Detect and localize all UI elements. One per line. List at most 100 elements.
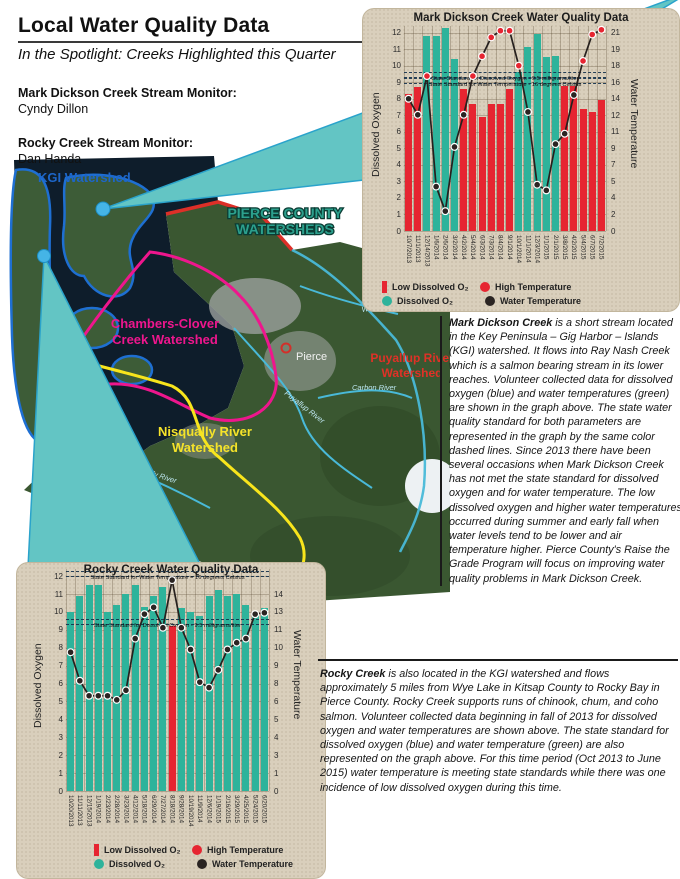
label-nisqually-2: Watershed [172,440,238,455]
right-axis-tick: 4 [611,193,616,203]
right-axis-tick: 3 [274,750,279,760]
legend-label: Low Dissolved O₂ [104,845,181,855]
chart-legend: Low Dissolved O₂ High Temperature Dissol… [382,280,581,308]
left-axis-tick: 8 [396,94,401,104]
x-axis-label: 4/25/2015 [242,795,250,824]
x-axis-label: 7/27/2014 [159,795,167,824]
page-subtitle: In the Spotlight: Creeks Highlighted thi… [18,46,336,63]
temp-point [579,56,588,65]
mount-rainier [405,459,450,513]
left-axis-tick: 1 [58,768,63,778]
do-bar [588,111,596,231]
left-axis-tick: 7 [58,661,63,671]
x-axis-label: 6/20/2015 [260,795,268,824]
x-axis-label: 10/19/2014 [186,795,194,827]
do-bar [432,35,440,231]
x-axis-label: 2/28/2014 [113,795,121,824]
legend-label: High Temperature [207,845,284,855]
right-axis-tick: 7 [611,160,616,170]
label-puyallup-ws-1: Puyallup River [370,351,450,365]
pierce-city-marker [280,342,292,354]
kgi-island [58,382,94,410]
gridline [66,719,269,721]
legend-label: High Temperature [495,282,572,292]
x-axis-label: 12/3/2014 [533,235,541,264]
do-bar [104,611,112,791]
monitor-name: Dan Handa [18,151,82,166]
x-axis-label: 5/4/2015 [579,235,587,260]
left-axis-tick: 5 [396,143,401,153]
left-axis-tick: 7 [396,110,401,120]
right-axis-tick: 18 [611,61,620,71]
do-bar [405,93,413,231]
do-bar [460,88,468,231]
right-axis-tick: 11 [611,127,620,137]
left-axis-tick: 12 [54,571,63,581]
chart-legend: Low Dissolved O₂ High Temperature Dissol… [94,843,293,871]
do-bar [94,585,102,791]
left-axis-tick: 2 [58,750,63,760]
x-axis-label: 4/2/2014 [459,235,467,260]
do-bar [561,85,569,231]
left-axis-tick: 10 [392,61,401,71]
x-axis-label: 8/18/2014 [168,795,176,824]
monitor-label: Mark Dickson Creek Stream Monitor: [18,86,237,100]
legend-label: Dissolved O₂ [109,859,166,869]
article-rocky: Rocky Creek is also located in the KGI w… [320,667,676,795]
left-axis-tick: 6 [58,679,63,689]
left-axis-tick: 9 [396,77,401,87]
standard-label: State Standard for Dissolved Oxygen - 9.… [93,622,242,629]
do-bar [140,606,148,791]
gridline [66,701,269,703]
right-axis-tick: 0 [611,226,616,236]
x-axis-label: 1/6/2014 [432,235,440,260]
right-axis-tick: 10 [274,643,283,653]
article-body: is a short stream located in the Key Pen… [449,317,680,585]
dissolved-o2-dot-icon [94,859,104,869]
mark-dickson-chart-card: Mark Dickson Creek Water Quality Data Lo… [362,8,680,312]
label-pierce-county-1: PIERCE COUNTY [227,205,343,221]
x-axis-label: 10/1/2014 [515,235,523,264]
right-axis-tick: 0 [274,786,279,796]
monitor-mark-dickson: Mark Dickson Creek Stream Monitor: Cyndy… [18,86,237,117]
right-axis-tick: 12 [611,110,620,120]
do-bar [487,103,495,231]
left-axis-tick: 6 [396,127,401,137]
x-axis-label: 9/1/2014 [505,235,513,260]
x-axis-label: 11/1/2013 [414,235,422,263]
right-axis-tick: 2 [611,209,616,219]
do-bar [85,585,93,791]
right-axis-tick: 5 [611,176,616,186]
x-axis-label: 7/2/2015 [597,235,605,260]
river-carbon-line [317,389,413,399]
x-axis-label: 2/6/2014 [441,235,449,260]
monitor-rocky: Rocky Creek Stream Monitor: Dan Handa [18,136,193,167]
do-bar [168,626,176,791]
temp-point [478,52,487,61]
do-bar [579,108,587,231]
chart-title: Mark Dickson Creek Water Quality Data [413,12,629,24]
left-axis-tick: 12 [392,28,401,38]
left-axis-tick: 5 [58,696,63,706]
left-axis-title: Dissolved Oxygen [32,643,44,728]
label-pierce-county-2: WATERSHEDS [236,221,334,237]
right-axis-tick: 4 [274,732,279,742]
right-axis-tick: 9 [274,661,279,671]
x-axis-label: 6/29/2014 [149,795,157,824]
do-bar [423,35,431,231]
x-axis-label: 2/1/2015 [551,235,559,260]
x-axis-label: 2/16/2015 [223,795,231,824]
right-axis-title: Water Temperature [291,630,303,720]
left-axis-title: Dissolved Oxygen [370,91,382,177]
water-temp-dot-icon [485,296,495,306]
x-axis-label: 3/8/2015 [560,235,568,260]
x-axis-label: 6/7/2015 [588,235,596,260]
do-bar [67,611,75,791]
left-axis-tick: 8 [58,643,63,653]
x-axis-label: 3/2/2014 [450,235,458,260]
left-axis-tick: 10 [54,607,63,617]
x-axis-label: 4/2/2015 [570,235,578,260]
x-axis-label: 8/4/2014 [496,235,504,260]
legend-label: Dissolved O₂ [397,296,454,306]
do-bar [441,27,449,231]
